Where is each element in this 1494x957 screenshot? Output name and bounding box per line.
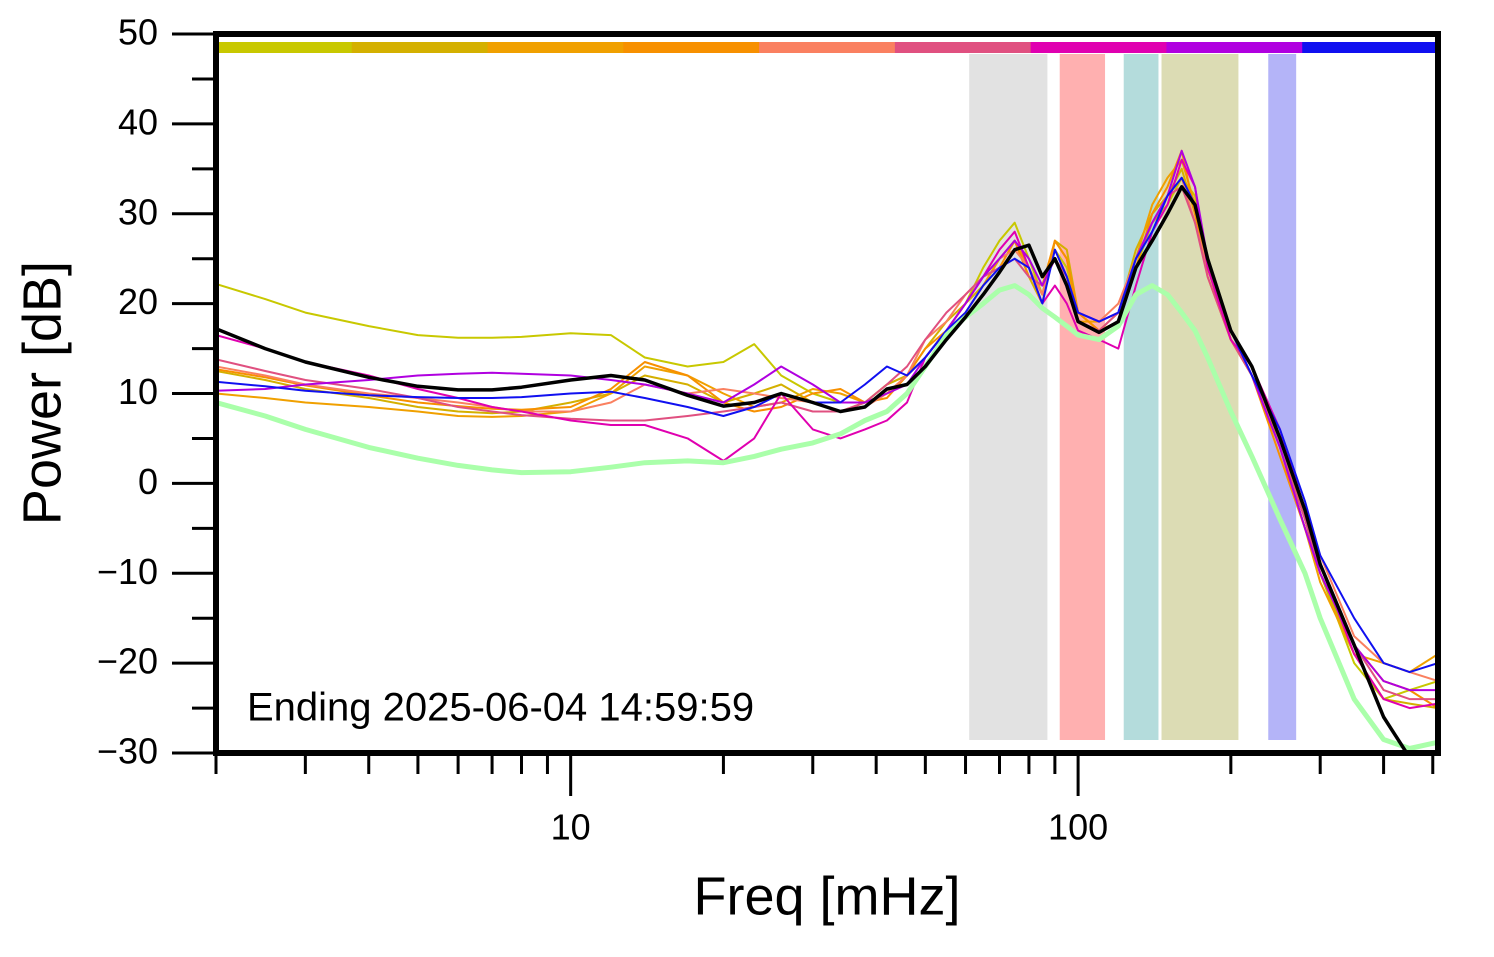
band: [1059, 54, 1106, 740]
y-tick-label: 40: [118, 101, 158, 142]
series-line: [216, 149, 1438, 709]
y-tick-label: 30: [118, 191, 158, 232]
series-line: [216, 185, 1438, 701]
y-tick-label: 10: [118, 371, 158, 412]
color-bar-segment: [1166, 42, 1303, 53]
color-bar-segment: [623, 42, 760, 53]
x-tick-label: 10: [551, 807, 591, 848]
plot-area: [216, 149, 1438, 753]
color-bar-segment: [894, 42, 1032, 53]
y-tick-label: 50: [118, 12, 158, 53]
x-axis-label: Freq [mHz]: [693, 866, 960, 926]
series-line: [216, 176, 1438, 683]
band: [1268, 54, 1297, 740]
y-tick-label: −30: [97, 731, 158, 772]
color-bar-segment: [351, 42, 489, 53]
y-tick-label: 20: [118, 281, 158, 322]
y-tick-label: 0: [138, 461, 158, 502]
color-bar-segment: [1302, 42, 1439, 53]
y-tick-label: −20: [97, 641, 158, 682]
series-line: [216, 176, 1438, 674]
series-line: [216, 283, 1438, 751]
band: [1123, 54, 1159, 740]
series-line: [216, 149, 1438, 692]
band: [969, 54, 1048, 740]
color-bar-segment: [759, 42, 896, 53]
series-line: [216, 185, 1409, 753]
plot-frame: [213, 31, 1441, 756]
annotation: Ending 2025-06-04 14:59:59: [247, 686, 754, 730]
y-axis-label: Power [dB]: [12, 261, 72, 525]
y-tick-label: −10: [97, 551, 158, 592]
color-bar-segment: [216, 42, 353, 53]
color-bar-segment: [487, 42, 624, 53]
x-tick-label: 100: [1048, 807, 1108, 848]
series-line: [216, 158, 1438, 674]
color-bar-segment: [1030, 42, 1167, 53]
series-line: [216, 158, 1438, 710]
